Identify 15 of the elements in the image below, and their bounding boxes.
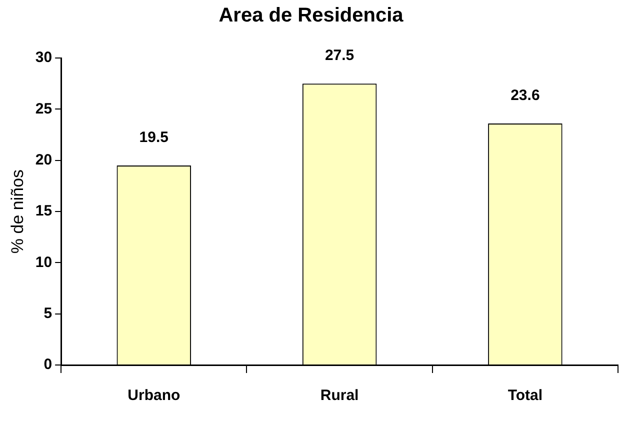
- x-tick-label: Rural: [320, 387, 359, 404]
- x-tick-label: Urbano: [128, 387, 180, 404]
- y-tick-label: 10: [35, 254, 52, 271]
- data-label: 19.5: [139, 129, 169, 146]
- y-tick-label: 5: [44, 304, 52, 322]
- y-tick-label: 20: [35, 151, 52, 168]
- y-tick-label: 0: [44, 356, 52, 374]
- y-tick-label: 15: [35, 202, 52, 220]
- data-label: 27.5: [324, 47, 354, 64]
- y-axis-title: % de niños: [8, 169, 27, 254]
- chart-title: Area de Residencia: [218, 4, 404, 27]
- y-tick-label: 25: [35, 100, 52, 118]
- x-tick-label: Total: [508, 387, 543, 404]
- data-label: 23.6: [510, 87, 540, 104]
- y-tick-label: 30: [35, 49, 52, 66]
